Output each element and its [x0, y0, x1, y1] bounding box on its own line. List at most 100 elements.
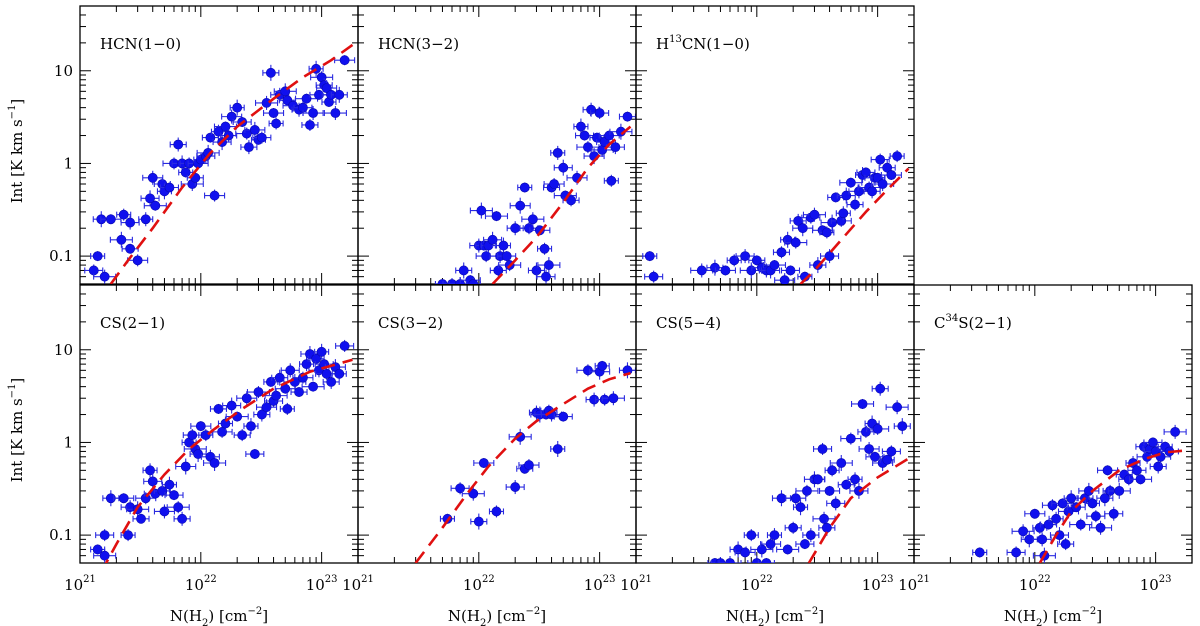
- data-point: [279, 402, 295, 415]
- marker: [116, 234, 127, 245]
- marker: [1066, 493, 1077, 504]
- x-tick-exp: 23: [603, 574, 616, 585]
- panel-title-main: HCN(3−2): [378, 35, 459, 53]
- fit-curve: [109, 43, 354, 284]
- x-tick-base: 10: [584, 576, 603, 594]
- data-point: [1107, 482, 1131, 499]
- data-point: [189, 446, 207, 463]
- marker: [729, 255, 740, 266]
- x-axis-title-end: ]: [818, 607, 824, 625]
- x-tick-label: 1021: [342, 574, 374, 594]
- data-point: [785, 491, 807, 506]
- marker: [824, 251, 835, 262]
- marker: [864, 444, 875, 454]
- marker: [150, 200, 161, 211]
- data-point: [846, 198, 864, 211]
- panel-title-rest: CN(1−0): [682, 35, 750, 53]
- panel-title: C34S(2−1): [934, 313, 1012, 332]
- data-point: [1097, 465, 1119, 476]
- x-axis-title-sup: −2: [525, 606, 540, 617]
- marker: [769, 530, 780, 541]
- data-point: [743, 529, 759, 542]
- data-point: [590, 107, 610, 120]
- data-point: [489, 264, 507, 277]
- data-point: [889, 150, 905, 163]
- data-point: [766, 528, 783, 543]
- data-point: [1163, 424, 1187, 439]
- data-point: [856, 167, 876, 178]
- marker: [779, 275, 790, 284]
- marker: [1114, 485, 1125, 496]
- marker: [1018, 526, 1029, 537]
- marker: [220, 121, 231, 132]
- marker: [311, 353, 322, 364]
- marker: [821, 522, 832, 533]
- marker: [604, 130, 615, 141]
- data-point: [810, 474, 826, 485]
- marker: [268, 108, 279, 118]
- marker: [476, 205, 487, 216]
- data-point: [470, 513, 488, 530]
- data-point: [302, 106, 324, 121]
- marker: [232, 102, 243, 113]
- data-point: [334, 55, 356, 66]
- marker: [519, 182, 530, 193]
- marker: [217, 426, 227, 437]
- marker: [790, 237, 801, 248]
- marker: [169, 490, 179, 501]
- marker: [334, 89, 345, 100]
- x-tick-label: 1022: [185, 574, 217, 594]
- marker: [579, 130, 590, 141]
- data-point: [1118, 473, 1140, 486]
- y-axis-title-main: Int [K km s: [8, 398, 26, 482]
- panel-title: CS(5−4): [656, 314, 721, 332]
- marker: [339, 55, 350, 66]
- data-point: [271, 369, 289, 386]
- marker: [892, 151, 903, 162]
- x-tick-base: 10: [185, 576, 204, 594]
- marker: [756, 544, 767, 555]
- marker: [271, 118, 282, 129]
- marker: [809, 209, 820, 220]
- marker: [648, 271, 659, 282]
- panel-cs54: CS(5−4): [635, 284, 915, 564]
- marker: [285, 365, 296, 376]
- data-point: [750, 541, 774, 558]
- data-point: [173, 511, 191, 526]
- marker: [827, 217, 838, 228]
- data-point: [335, 339, 355, 352]
- marker: [838, 208, 849, 219]
- marker: [274, 372, 285, 383]
- marker: [751, 255, 762, 266]
- marker: [289, 377, 300, 387]
- x-tick-base: 10: [342, 576, 361, 594]
- marker: [1047, 500, 1058, 511]
- marker: [886, 446, 897, 457]
- data-points: [642, 150, 905, 284]
- data-point: [840, 432, 862, 445]
- data-point: [820, 249, 840, 264]
- marker: [321, 83, 332, 94]
- data-point: [573, 118, 589, 135]
- x-axis-title-sup: −2: [803, 606, 818, 617]
- data-point: [819, 485, 841, 496]
- marker: [892, 402, 903, 413]
- data-point: [484, 211, 509, 222]
- y-axis-title-main: Int [K km s: [8, 119, 26, 203]
- marker: [524, 223, 534, 234]
- x-tick-exp: 21: [917, 574, 930, 585]
- marker: [576, 121, 586, 132]
- data-point: [792, 499, 809, 516]
- marker: [326, 377, 337, 387]
- x-tick-base: 10: [1019, 576, 1038, 594]
- ticks: [913, 284, 1193, 564]
- data-point: [690, 263, 714, 278]
- marker: [305, 120, 315, 130]
- data-point: [1024, 508, 1046, 519]
- data-point: [893, 418, 911, 435]
- marker: [1060, 539, 1071, 549]
- marker: [99, 271, 110, 282]
- data-point: [465, 278, 481, 284]
- data-point: [820, 214, 844, 231]
